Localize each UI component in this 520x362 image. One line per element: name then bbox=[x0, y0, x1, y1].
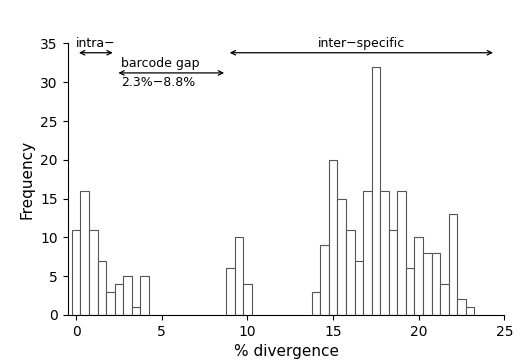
Bar bbox=[389, 230, 397, 315]
Bar bbox=[466, 307, 474, 315]
Text: inter−specific: inter−specific bbox=[318, 37, 405, 50]
Y-axis label: Frequency: Frequency bbox=[20, 140, 35, 219]
Bar bbox=[432, 253, 440, 315]
Bar bbox=[320, 245, 329, 315]
Bar bbox=[140, 276, 149, 315]
Bar bbox=[440, 284, 449, 315]
Bar bbox=[329, 160, 337, 315]
X-axis label: % divergence: % divergence bbox=[233, 344, 339, 359]
Text: barcode gap: barcode gap bbox=[121, 57, 199, 70]
Bar bbox=[89, 230, 98, 315]
Bar bbox=[406, 268, 414, 315]
Bar bbox=[132, 307, 140, 315]
Bar bbox=[123, 276, 132, 315]
Bar bbox=[226, 268, 235, 315]
Bar bbox=[81, 191, 89, 315]
Bar bbox=[235, 237, 243, 315]
Bar bbox=[98, 261, 106, 315]
Bar bbox=[72, 230, 81, 315]
Bar bbox=[311, 292, 320, 315]
Bar bbox=[457, 299, 466, 315]
Bar bbox=[363, 191, 372, 315]
Text: 2.3%−8.8%: 2.3%−8.8% bbox=[121, 76, 195, 89]
Bar bbox=[423, 253, 432, 315]
Bar bbox=[449, 214, 457, 315]
Bar bbox=[115, 284, 123, 315]
Bar bbox=[397, 191, 406, 315]
Bar bbox=[346, 230, 355, 315]
Bar bbox=[355, 261, 363, 315]
Bar bbox=[106, 292, 115, 315]
Bar bbox=[243, 284, 252, 315]
Bar bbox=[414, 237, 423, 315]
Bar bbox=[380, 191, 389, 315]
Bar bbox=[372, 67, 380, 315]
Bar bbox=[337, 199, 346, 315]
Text: intra−: intra− bbox=[76, 37, 116, 50]
